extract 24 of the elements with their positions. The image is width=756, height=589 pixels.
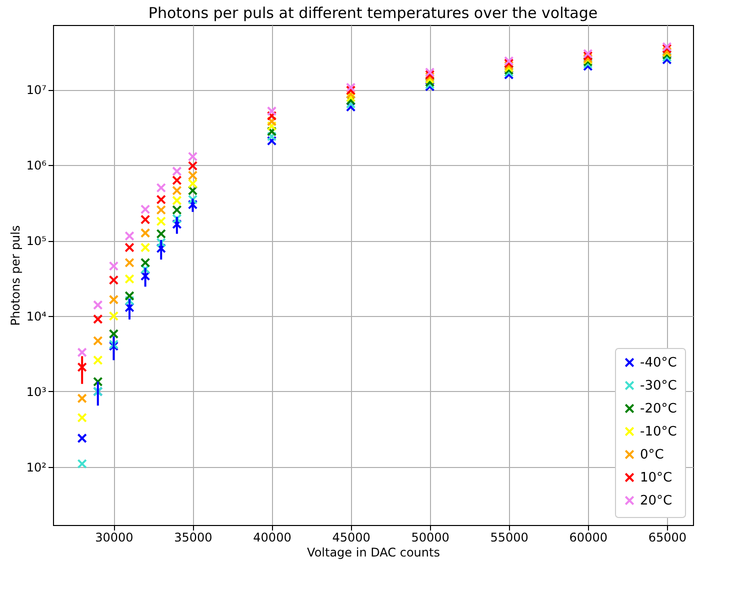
y-tick-label: 10² — [26, 460, 47, 474]
legend-label: 10°C — [640, 470, 672, 486]
y-tick-label: 10⁷ — [26, 83, 47, 98]
chart-title: Photons per puls at different temperatures over the voltage — [148, 4, 598, 22]
x-tick-label: 60000 — [569, 530, 608, 544]
legend-label: -10°C — [640, 424, 677, 440]
x-tick-label: 45000 — [332, 530, 370, 544]
x-axis-title: Voltage in DAC counts — [307, 546, 440, 560]
y-tick-label: 10⁵ — [26, 234, 47, 248]
x-tick-label: 55000 — [490, 530, 528, 544]
legend-label: -20°C — [640, 402, 677, 416]
x-tick-label: 40000 — [253, 530, 292, 544]
x-tick-label: 30000 — [95, 530, 134, 544]
y-axis-title: Photons per puls — [8, 225, 22, 326]
x-tick-label: 65000 — [648, 530, 687, 544]
legend-label: 20°C — [640, 494, 672, 508]
y-tick-label: 10³ — [26, 384, 47, 399]
legend-label: -30°C — [640, 378, 677, 394]
y-tick-label: 10⁴ — [26, 310, 47, 324]
x-tick-label: 35000 — [174, 530, 212, 544]
legend-label: 0°C — [640, 448, 664, 462]
y-tick-label: 10⁶ — [26, 158, 47, 173]
legend-label: -40°C — [640, 356, 677, 370]
x-tick-label: 50000 — [411, 530, 450, 544]
